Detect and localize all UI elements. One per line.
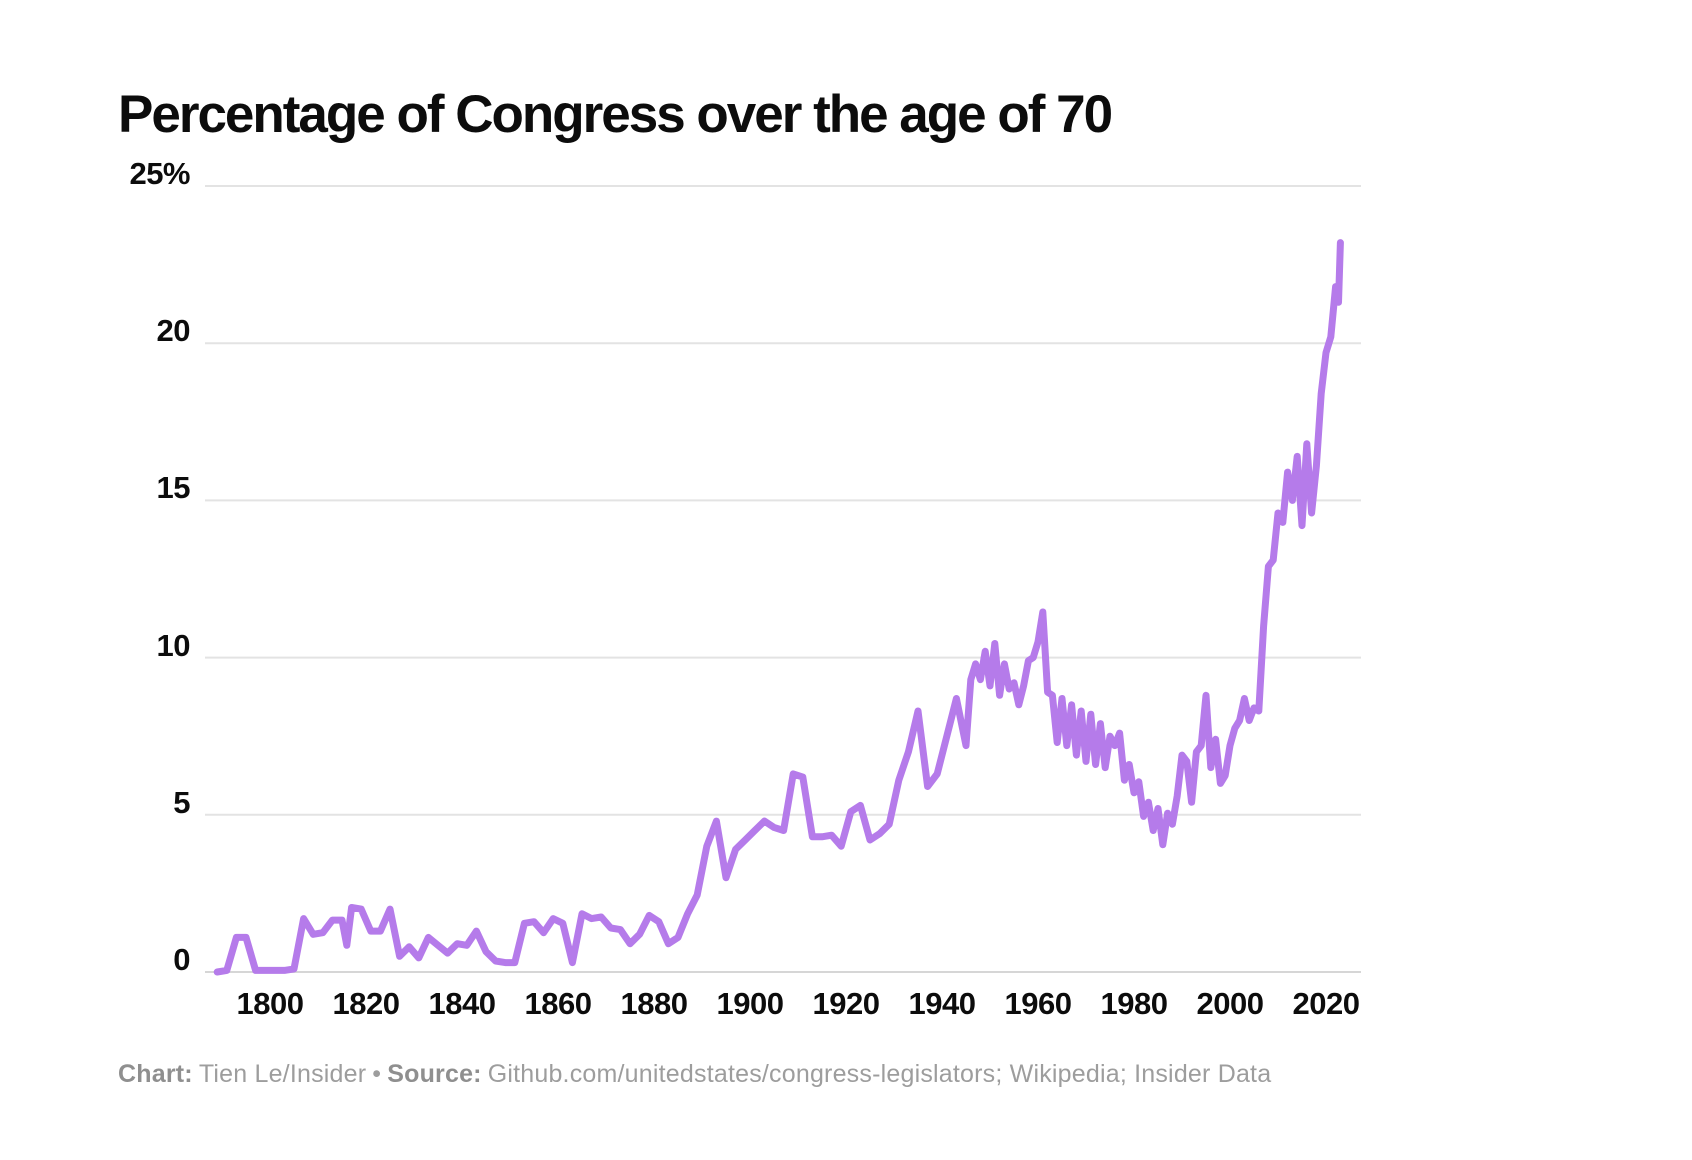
x-tick-label-1900: 1900 (716, 986, 784, 1021)
x-tick-label-1920: 1920 (812, 986, 880, 1021)
y-tick-label-10: 10 (156, 627, 191, 663)
x-tick-label-1820: 1820 (332, 986, 400, 1021)
separator-dot: • (372, 1060, 382, 1088)
source-label: Source: (387, 1060, 482, 1088)
data-line (213, 239, 1344, 976)
chart-title: Percentage of Congress over the age of 7… (118, 85, 1113, 144)
chart-credit-label: Chart: (118, 1060, 193, 1088)
y-tick-label-15: 15 (156, 470, 191, 506)
x-tick-label-1860: 1860 (524, 986, 592, 1021)
source-value: Github.com/unitedstates/congress-legisla… (487, 1060, 1272, 1088)
x-tick-label-1980: 1980 (1100, 986, 1168, 1021)
x-tick-label-1880: 1880 (620, 986, 688, 1021)
y-tick-label-25: 25% (129, 156, 190, 191)
y-tick-label-0: 0 (173, 942, 190, 977)
x-tick-label-1940: 1940 (908, 986, 976, 1021)
x-tick-label-1800: 1800 (236, 986, 304, 1021)
x-tick-label-1840: 1840 (428, 986, 496, 1021)
y-tick-label-5: 5 (173, 784, 190, 820)
chart-credit-value: Tien Le/Insider (198, 1060, 367, 1088)
x-tick-label-1960: 1960 (1004, 986, 1072, 1021)
credit-line: Chart: Tien Le/Insider • Source: Github.com/… (118, 1060, 1277, 1089)
x-tick-label-2020: 2020 (1292, 986, 1360, 1021)
y-tick-label-20: 20 (156, 313, 191, 349)
x-tick-label-2000: 2000 (1196, 986, 1264, 1021)
